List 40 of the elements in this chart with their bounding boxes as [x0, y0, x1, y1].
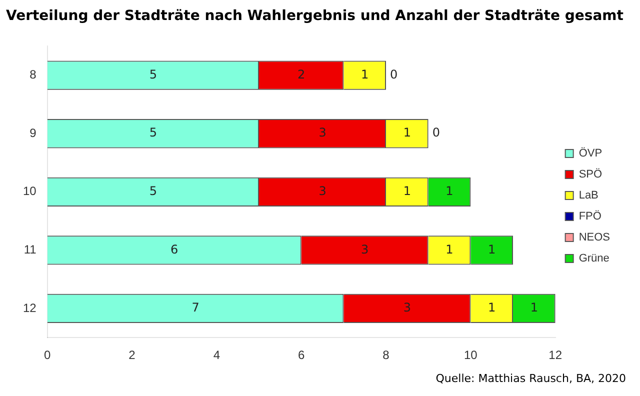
x-tick-label: 4	[213, 348, 220, 362]
y-tick-label: 12	[22, 300, 37, 315]
legend-label: LaB	[578, 190, 598, 202]
data-label: 1	[530, 300, 538, 315]
data-label: 5	[149, 184, 157, 198]
y-tick-label: 10	[22, 184, 37, 198]
source-note: Quelle: Matthias Rausch, BA, 2020	[436, 372, 626, 385]
y-tick-label: 9	[30, 126, 37, 140]
data-label: 7	[192, 300, 200, 315]
data-label: 3	[318, 184, 326, 198]
data-label: 1	[403, 184, 411, 198]
data-label: 1	[488, 300, 496, 315]
legend-label: ÖVP	[578, 146, 602, 160]
data-label: 1	[446, 242, 454, 256]
legend-label: FPÖ	[578, 210, 602, 223]
data-label: 3	[318, 126, 326, 140]
x-tick-label: 2	[128, 348, 136, 362]
legend-label: Grüne	[578, 252, 610, 265]
x-tick-label: 10	[464, 348, 478, 362]
x-tick-label: 12	[548, 348, 562, 362]
legend-label: SPÖ	[578, 168, 602, 181]
data-label: 0	[390, 67, 398, 82]
data-label: 5	[149, 126, 157, 140]
chart-title: Verteilung der Stadträte nach Wahlergebnis und Anzahl der Stadträte gesamt	[6, 8, 624, 24]
data-label: 2	[298, 67, 306, 82]
data-label: 1	[446, 184, 454, 198]
data-label: 1	[488, 242, 496, 256]
x-tick-label: 0	[44, 348, 52, 362]
data-label: 1	[403, 126, 411, 140]
data-label: 3	[403, 300, 411, 315]
data-label: 6	[170, 242, 178, 256]
data-label: 0	[432, 126, 440, 140]
x-tick-label: 6	[298, 348, 305, 362]
data-label: 1	[361, 67, 369, 82]
legend-label: NEOS	[578, 232, 610, 244]
x-tick-label: 8	[382, 348, 390, 362]
y-tick-label: 8	[30, 68, 37, 82]
y-tick-label: 11	[24, 242, 37, 256]
data-label: 3	[361, 242, 369, 256]
data-label: 5	[149, 67, 157, 82]
